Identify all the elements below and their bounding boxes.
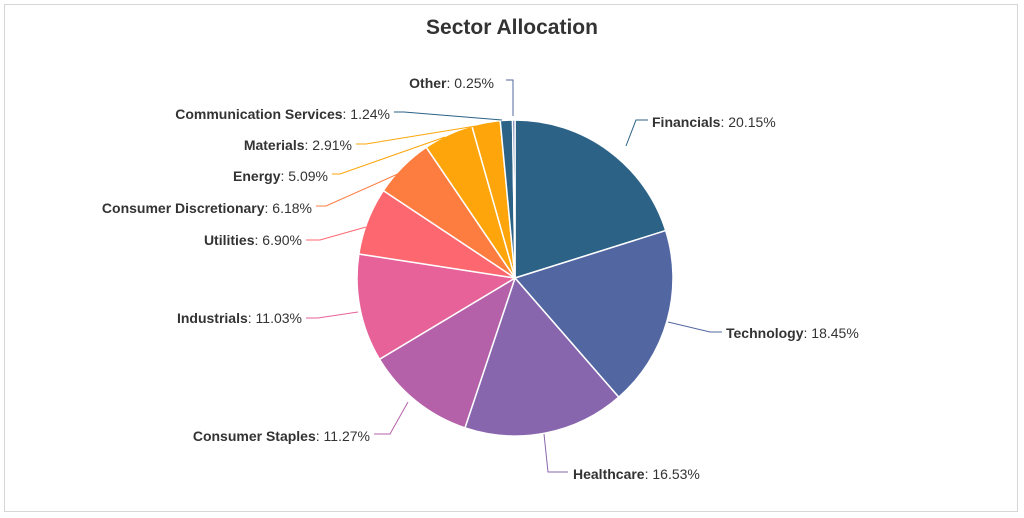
connector-healthcare: [543, 433, 568, 473]
connector-materials: [356, 125, 477, 145]
data-label-other: Other: 0.25%: [409, 75, 494, 91]
data-label-communication-services: Communication Services: 1.24%: [175, 106, 390, 122]
data-label-industrials: Industrials: 11.03%: [177, 310, 302, 326]
pie-labels: Financials: 20.15% Technology: 18.45% Heal…: [102, 75, 859, 482]
data-label-energy: Energy: 5.09%: [233, 168, 328, 184]
data-label-consumer-discretionary: Consumer Discretionary: 6.18%: [102, 200, 312, 216]
pie-slice-other[interactable]: [511, 119, 516, 279]
pie-slice-consumer-staples[interactable]: [378, 277, 516, 429]
data-label-financials: Financials: 20.15%: [652, 114, 776, 130]
connector-communication-services: [394, 111, 503, 121]
connector-consumer-staples: [374, 401, 409, 435]
pie-slice-industrials[interactable]: [356, 253, 516, 361]
pie-slice-financials[interactable]: [514, 119, 667, 279]
connector-financials: [625, 119, 648, 147]
pie-slice-healthcare[interactable]: [464, 277, 620, 437]
connector-other: [506, 79, 514, 116]
data-label-materials: Materials: 2.91%: [244, 137, 352, 153]
connector-energy: [332, 136, 446, 175]
connector-industrials: [306, 311, 359, 319]
connector-consumer-discretionary: [316, 172, 401, 207]
chart-title: Sector Allocation: [426, 16, 598, 39]
pie-slice-technology[interactable]: [514, 229, 674, 398]
data-label-healthcare: Healthcare: 16.53%: [573, 466, 700, 482]
data-label-technology: Technology: 18.45%: [726, 325, 859, 341]
connector-utilities: [306, 226, 367, 241]
pie-slices: [356, 119, 674, 437]
connector-technology: [667, 321, 722, 333]
data-label-consumer-staples: Consumer Staples: 11.27%: [193, 428, 370, 444]
data-label-utilities: Utilities: 6.90%: [204, 232, 302, 248]
